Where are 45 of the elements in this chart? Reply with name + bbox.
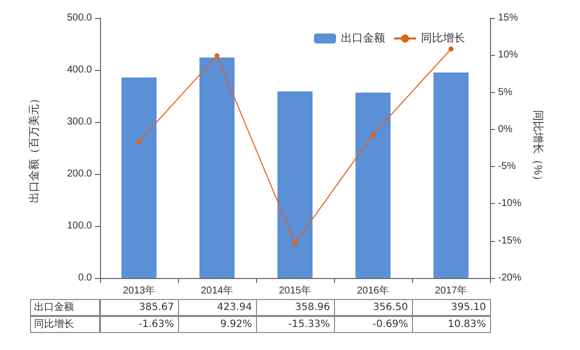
point [370, 132, 376, 138]
bar [355, 92, 391, 278]
y2-tick-label: 10% [498, 50, 518, 61]
y-axis-title: 出口金额（百万美元） [28, 93, 40, 203]
data-label: 423.94 [178, 299, 257, 316]
data-label: 385.67 [100, 299, 179, 316]
data-label: 10.83% [412, 316, 491, 333]
y-tick-label: 300.0 [66, 116, 92, 128]
y2-tick-label: 0% [498, 124, 513, 135]
legend-label: 出口金额 [341, 32, 385, 44]
y-tick-label: 400.0 [66, 64, 92, 76]
data-label: -1.63% [100, 316, 179, 333]
point [136, 139, 142, 144]
y2-tick-label: -5% [498, 161, 516, 172]
y2-tick-label: -20% [498, 272, 522, 284]
point [448, 46, 454, 52]
x-tick-label: 2017年 [434, 284, 468, 296]
data-label: 9.92% [178, 316, 257, 333]
data-label: -15.33% [256, 316, 335, 333]
y2-tick-label: 5% [498, 86, 513, 98]
y2-tick-label: 15% [498, 12, 518, 24]
bar [277, 91, 313, 278]
y-tick-label: 100.0 [66, 220, 92, 232]
x-tick-label: 2016年 [356, 284, 390, 296]
point [292, 240, 298, 246]
y2-tick-label: -15% [498, 235, 522, 246]
x-tick-label: 2013年 [122, 284, 156, 296]
x-tick-label: 2014年 [200, 284, 234, 296]
bar [199, 58, 235, 278]
bar [121, 77, 157, 278]
data-label: 395.10 [412, 299, 491, 316]
data-label: 356.50 [334, 299, 413, 316]
y2-tick-label: -10% [498, 198, 522, 210]
x-tick-label: 2015年 [278, 284, 312, 296]
legend-label: 同比增长 [421, 32, 465, 44]
y-tick-label: 0.0 [78, 272, 92, 284]
data-label: -0.69% [334, 316, 413, 333]
text: 同比增长 [34, 319, 74, 330]
y-tick-label: 200.0 [66, 168, 92, 180]
bar [433, 72, 469, 278]
y-tick-label: 500.0 [66, 12, 92, 24]
text: 出口金额 [34, 302, 74, 313]
y2-axis-title: 同比增长（%） [532, 110, 545, 186]
point [214, 53, 220, 58]
data-label: 358.96 [256, 299, 335, 316]
